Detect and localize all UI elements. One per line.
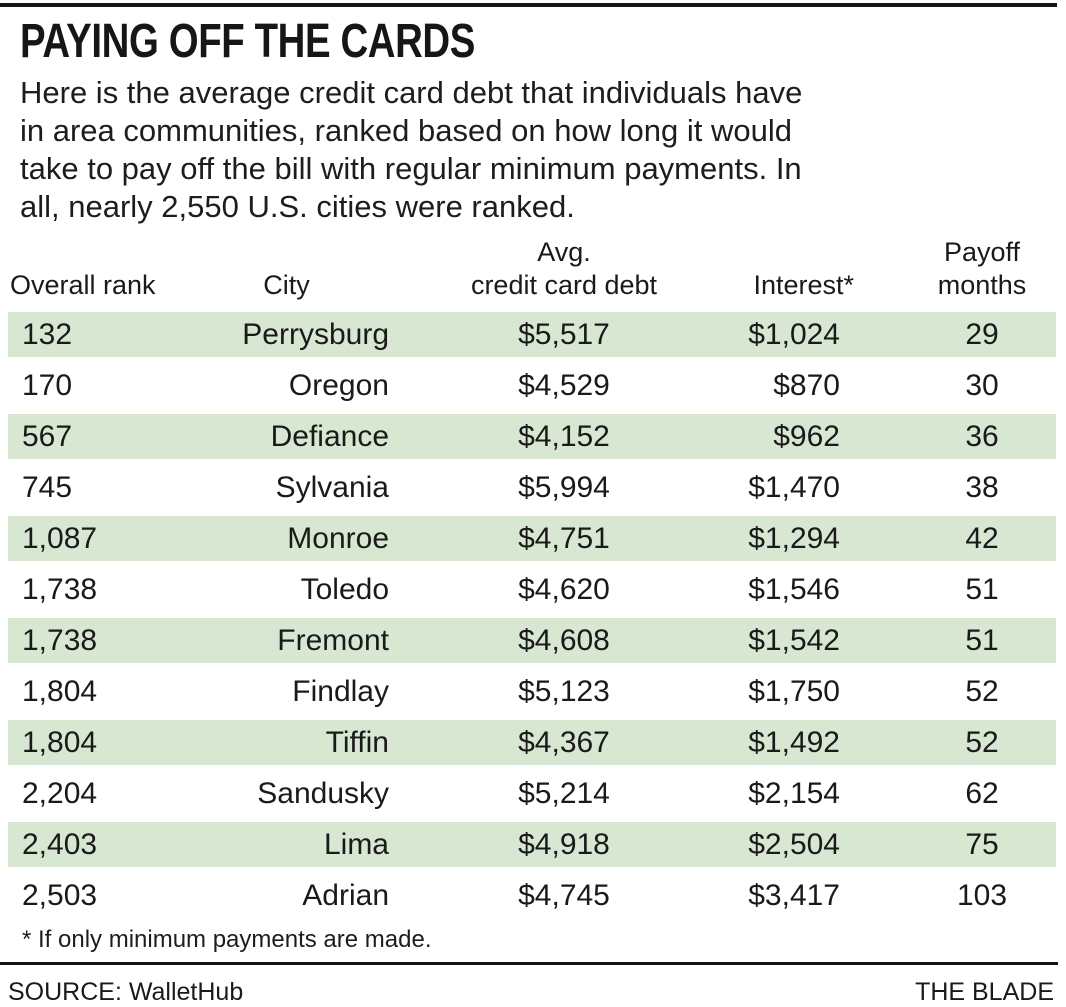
cell-payoff-months: 36	[908, 411, 1056, 462]
cell-city: Sylvania	[183, 462, 390, 513]
credit-card-debt-table: Overall rank City Avg. credit card debt …	[8, 236, 1056, 921]
cell-city: Lima	[183, 819, 390, 870]
cell-interest: $1,492	[738, 717, 908, 768]
cell-city: Oregon	[183, 360, 390, 411]
cell-interest: $1,750	[738, 666, 908, 717]
intro-text-line: all, nearly 2,550 U.S. cities were ranke…	[20, 189, 575, 224]
cell-city: Toledo	[183, 564, 390, 615]
cell-avg-credit-card-debt: $5,214	[390, 768, 738, 819]
top-border-rule	[0, 3, 1057, 7]
column-header-avg-credit-card-debt: Avg. credit card debt	[470, 237, 658, 300]
table-row: 1,738 Toledo $4,620 $1,546 51	[8, 564, 1056, 615]
cell-interest: $3,417	[738, 870, 908, 921]
cell-overall-rank: 745	[8, 462, 183, 513]
cell-payoff-months: 51	[908, 615, 1056, 666]
cell-avg-credit-card-debt: $4,620	[390, 564, 738, 615]
publisher-credit: THE BLADE	[915, 978, 1054, 1006]
cell-payoff-months: 62	[908, 768, 1056, 819]
intro-text-line: Here is the average credit card debt tha…	[20, 75, 803, 110]
cell-interest: $1,294	[738, 513, 908, 564]
cell-city: Perrysburg	[183, 309, 390, 360]
attribution-row: SOURCE: WalletHub THE BLADE	[8, 978, 1054, 1007]
cell-overall-rank: 1,738	[8, 564, 183, 615]
intro-text-line: in area communities, ranked based on how…	[20, 113, 793, 148]
source-label: SOURCE: WalletHub	[8, 978, 244, 1006]
cell-payoff-months: 103	[908, 870, 1056, 921]
cell-city: Sandusky	[183, 768, 390, 819]
cell-interest: $962	[738, 411, 908, 462]
cell-interest: $2,154	[738, 768, 908, 819]
table-header: Overall rank City Avg. credit card debt …	[8, 236, 1056, 309]
table-row: 1,804 Findlay $5,123 $1,750 52	[8, 666, 1056, 717]
cell-payoff-months: 51	[908, 564, 1056, 615]
cell-avg-credit-card-debt: $5,123	[390, 666, 738, 717]
footer-rule	[0, 962, 1058, 965]
cell-payoff-months: 75	[908, 819, 1056, 870]
table-row: 1,738 Fremont $4,608 $1,542 51	[8, 615, 1056, 666]
cell-avg-credit-card-debt: $4,529	[390, 360, 738, 411]
table-row: 2,503 Adrian $4,745 $3,417 103	[8, 870, 1056, 921]
cell-city: Fremont	[183, 615, 390, 666]
column-header-city: City	[263, 270, 310, 300]
cell-overall-rank: 1,804	[8, 717, 183, 768]
cell-avg-credit-card-debt: $4,745	[390, 870, 738, 921]
cell-city: Defiance	[183, 411, 390, 462]
cell-interest: $1,546	[738, 564, 908, 615]
cell-city: Tiffin	[183, 717, 390, 768]
cell-avg-credit-card-debt: $4,608	[390, 615, 738, 666]
cell-avg-credit-card-debt: $4,152	[390, 411, 738, 462]
cell-overall-rank: 1,087	[8, 513, 183, 564]
cell-overall-rank: 567	[8, 411, 183, 462]
table-row: 567 Defiance $4,152 $962 36	[8, 411, 1056, 462]
cell-avg-credit-card-debt: $4,751	[390, 513, 738, 564]
table-row: 2,204 Sandusky $5,214 $2,154 62	[8, 768, 1056, 819]
cell-interest: $1,470	[738, 462, 908, 513]
cell-payoff-months: 29	[908, 309, 1056, 360]
table-row: 132 Perrysburg $5,517 $1,024 29	[8, 309, 1056, 360]
cell-payoff-months: 30	[908, 360, 1056, 411]
cell-avg-credit-card-debt: $5,517	[390, 309, 738, 360]
cell-interest: $1,024	[738, 309, 908, 360]
cell-avg-credit-card-debt: $4,367	[390, 717, 738, 768]
cell-overall-rank: 132	[8, 309, 183, 360]
cell-payoff-months: 38	[908, 462, 1056, 513]
cell-interest: $1,542	[738, 615, 908, 666]
cell-city: Adrian	[183, 870, 390, 921]
column-header-overall-rank: Overall rank	[10, 270, 156, 300]
cell-payoff-months: 52	[908, 666, 1056, 717]
column-header-interest: Interest*	[753, 270, 854, 300]
table-row: 1,087 Monroe $4,751 $1,294 42	[8, 513, 1056, 564]
footnote: * If only minimum payments are made.	[22, 926, 432, 953]
page-title: PAYING OFF THE CARDS	[20, 15, 475, 68]
cell-payoff-months: 52	[908, 717, 1056, 768]
cell-overall-rank: 2,403	[8, 819, 183, 870]
cell-city: Findlay	[183, 666, 390, 717]
table-row: 745 Sylvania $5,994 $1,470 38	[8, 462, 1056, 513]
cell-overall-rank: 1,738	[8, 615, 183, 666]
cell-overall-rank: 1,804	[8, 666, 183, 717]
table-row: 1,804 Tiffin $4,367 $1,492 52	[8, 717, 1056, 768]
table-row: 170 Oregon $4,529 $870 30	[8, 360, 1056, 411]
cell-avg-credit-card-debt: $5,994	[390, 462, 738, 513]
intro-text: Here is the average credit card debt tha…	[20, 74, 1066, 226]
cell-city: Monroe	[183, 513, 390, 564]
cell-interest: $2,504	[738, 819, 908, 870]
table-row: 2,403 Lima $4,918 $2,504 75	[8, 819, 1056, 870]
cell-overall-rank: 2,204	[8, 768, 183, 819]
cell-interest: $870	[738, 360, 908, 411]
cell-overall-rank: 2,503	[8, 870, 183, 921]
cell-avg-credit-card-debt: $4,918	[390, 819, 738, 870]
column-header-payoff-months: Payoff months	[937, 237, 1027, 300]
cell-payoff-months: 42	[908, 513, 1056, 564]
table-body: 132 Perrysburg $5,517 $1,024 29 170 Oregon $4,5…	[8, 309, 1056, 921]
intro-text-line: take to pay off the bill with regular mi…	[20, 151, 802, 186]
cell-overall-rank: 170	[8, 360, 183, 411]
